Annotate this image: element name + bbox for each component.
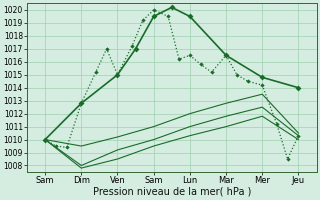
X-axis label: Pression niveau de la mer( hPa ): Pression niveau de la mer( hPa ) [92,187,251,197]
